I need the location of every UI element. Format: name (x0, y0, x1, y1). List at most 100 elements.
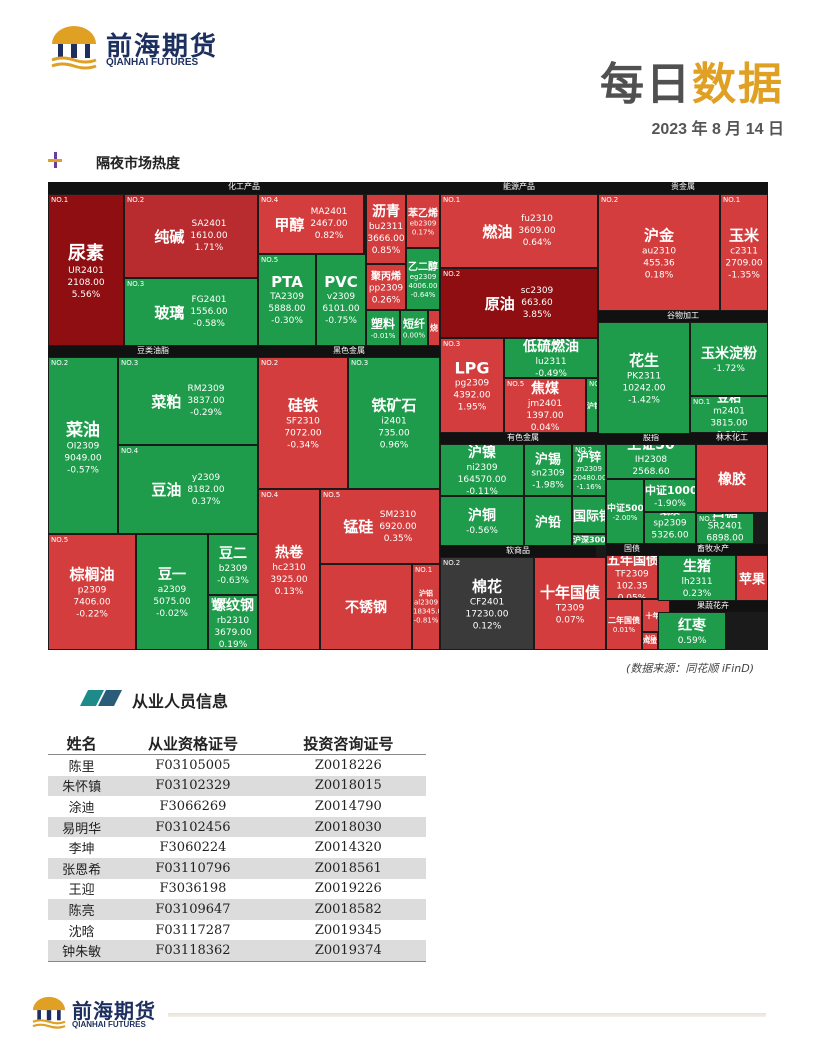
tile-price: 164570.00 (457, 475, 507, 485)
treemap-tile[interactable]: 塑料 -0.01% (366, 310, 400, 346)
treemap-tile[interactable]: 沪镍 ni2309 164570.00 -0.11% (440, 444, 524, 496)
tile-code: sc2309 (520, 286, 554, 296)
treemap-tile[interactable]: NO.1 豆粕 m2401 3815.00-0.88% (690, 396, 768, 433)
treemap-tile[interactable]: 国际铜 (572, 496, 606, 534)
treemap-tile[interactable]: 豆二 b2309 -0.63% (208, 534, 258, 595)
treemap-tile[interactable]: NO.2 沪锌 zn2309 20480.00 -1.16% (572, 444, 606, 496)
treemap-tile[interactable]: NO.1鸡蛋 (642, 632, 658, 650)
treemap-tile[interactable]: NO.2 沪金 au2310 455.36 0.18% (598, 194, 720, 311)
treemap-tile[interactable]: 短纤 0.00% (400, 310, 428, 346)
tile-name: 生猪 (683, 559, 711, 575)
tile-name: 白糖 (697, 514, 753, 520)
tile-chg: 0.64% (522, 238, 552, 248)
tile-rank: NO.1 (645, 634, 658, 642)
treemap-tile[interactable]: 聚丙烯 pp2309 0.26% (366, 264, 406, 310)
treemap-tile[interactable]: 沪深300 (572, 534, 606, 546)
tile-rank: NO.2 (51, 359, 69, 367)
treemap-tile[interactable]: 乙二醇 eg2309 4006.00 -0.64% (406, 248, 440, 310)
tile-price: 5888.00 (268, 304, 306, 314)
tile-code: IH2308 (634, 454, 668, 465)
treemap-tile[interactable]: NO.4 热卷 hc2310 3925.00 0.13% (258, 489, 320, 650)
treemap-tile[interactable]: NO.5 棕榈油 p2309 7406.00 -0.22% (48, 534, 136, 650)
tile-chg: -1.72% (713, 364, 745, 374)
treemap-tile[interactable]: NO.5 焦煤 jm2401 1397.00 0.04% (504, 378, 586, 433)
tile-price: 4392.00 (453, 390, 491, 400)
treemap-tile[interactable]: 沥青 bu2311 3666.00 0.85% (366, 194, 406, 264)
treemap-tile[interactable]: NO.4 甲醇 MA2401 2467.00 0.82% (258, 194, 364, 254)
qualification-number: F3066269 (115, 796, 271, 817)
qualification-number: F03109647 (115, 899, 271, 920)
tile-name: 菜粕 (151, 392, 182, 411)
treemap-tile[interactable]: NO.2 菜油 OI2309 9049.00 -0.57% (48, 357, 118, 534)
treemap-tile[interactable]: 沪铜 -0.56% (440, 496, 524, 546)
treemap-tile[interactable]: NO.1 沪银 (586, 378, 598, 433)
tile-price: 10242.00 (622, 383, 666, 394)
sector-label: 豆类油脂 (48, 346, 258, 357)
tile-chg: 0.37% (191, 496, 221, 507)
treemap-tile[interactable]: 中证1000 -1.90% (644, 479, 696, 512)
treemap-tile[interactable]: 中证500 -2.00% (606, 479, 644, 544)
tile-chg: 0.00% (402, 331, 426, 340)
treemap-tile[interactable]: 十年国债 T2309 0.07% (534, 557, 606, 650)
tile-chg: 5.56% (71, 290, 101, 300)
treemap-tile[interactable]: 红枣 0.59% (658, 612, 726, 650)
tile-name: 豆油 (151, 481, 182, 499)
treemap-tile[interactable]: 花生 PK2311 10242.00 -1.42% (598, 322, 690, 434)
tile-chg: 0.04% (530, 422, 560, 433)
treemap-tile[interactable]: 生猪 lh2311 0.23% (658, 555, 736, 601)
treemap-tile[interactable]: NO.1 燃油 fu2310 3609.00 0.64% (440, 194, 598, 268)
tile-rank: NO.3 (121, 359, 139, 367)
tile-rank: NO.2 (443, 270, 461, 278)
treemap-tile[interactable]: 橡胶 (696, 444, 768, 513)
sector-label: 贵金属 (598, 182, 768, 194)
tile-chg: -0.63% (217, 575, 249, 586)
treemap-tile[interactable]: NO.3 LPG pg2309 4392.00 1.95% (440, 338, 504, 433)
treemap-tile[interactable]: 烧 (428, 310, 440, 346)
treemap-tile[interactable]: 苹果 (736, 555, 768, 601)
treemap-tile[interactable]: 玉米淀粉 -1.72% (690, 322, 768, 396)
treemap-tile[interactable]: 沪铅 (524, 496, 572, 546)
consulting-number: Z0019374 (270, 940, 426, 962)
treemap-tile[interactable]: NO.4 豆油 y2309 8182.00 0.37% (118, 445, 258, 534)
treemap-tile[interactable]: 豆一 a2309 5075.00 -0.02% (136, 534, 208, 650)
treemap-tile[interactable]: NO.1 尿素 UR2401 2108.00 5.56% (48, 194, 124, 346)
treemap-tile[interactable]: NO.2 棉花 CF2401 17230.00 0.12% (440, 557, 534, 650)
qualification-number: F3036198 (115, 878, 271, 900)
treemap-tile[interactable]: 苯乙烯 eb2309 0.17% (406, 194, 440, 248)
treemap-tile[interactable]: NO.5 锰硅 SM2310 6920.00 0.35% (320, 489, 440, 564)
treemap-tile[interactable]: NO.2 纯碱 SA2401 1610.00 1.71% (124, 194, 258, 278)
treemap-tile[interactable]: NO.3 铁矿石 i2401 735.00 0.96% (348, 357, 440, 489)
tile-name: 十年国 (645, 611, 667, 620)
tile-rank: NO.5 (323, 491, 341, 499)
tile-price: 5326.00 (651, 530, 689, 541)
tile-rank: NO.1 (415, 566, 433, 574)
tile-chg: 0.59% (677, 636, 707, 646)
tile-price: 6101.00 (322, 304, 360, 314)
treemap-tile[interactable]: 不锈钢 (320, 564, 412, 650)
treemap-tile[interactable]: NO.1白糖SR24016898.000.00% (696, 513, 754, 544)
tile-rank: NO.3 (443, 340, 461, 348)
treemap-tile[interactable]: 低硫燃油 lu2311 -0.49% (504, 338, 598, 378)
treemap-tile[interactable]: NO.3 菜粕 RM2309 3837.00 -0.29% (118, 357, 258, 445)
tile-price: 3837.00 (187, 396, 225, 406)
treemap-tile[interactable]: 二年国债 0.01% (606, 599, 642, 650)
footer-logo: 前海期货 QIANHAI FUTURES (30, 995, 170, 1035)
treemap-tile[interactable]: NO.2 原油 sc2309 663.60 3.85% (440, 268, 598, 338)
report-title-part2: 数据 (692, 59, 784, 110)
treemap-tile[interactable]: NO.1 螺纹钢 rb2310 3679.00 0.19% (208, 595, 258, 650)
treemap-tile[interactable]: 五年国债 TF2309 102.35 0.05% (606, 555, 658, 599)
treemap-tile[interactable]: PVC v2309 6101.00 -0.75% (316, 254, 366, 346)
tile-price: 3609.00 (518, 226, 556, 236)
treemap-tile[interactable]: 沪锡 sn2309 -1.98% (524, 444, 572, 496)
consulting-number: Z0018582 (270, 899, 426, 920)
treemap-tile[interactable]: NO.1 玉米 c2311 2709.00 -1.35% (720, 194, 768, 311)
qualification-number: F3060224 (115, 837, 271, 858)
treemap-tile[interactable]: NO.5 PTA TA2309 5888.00 -0.30% (258, 254, 316, 346)
treemap-tile[interactable]: NO.3 玻璃 FG2401 1556.00 -0.58% (124, 278, 258, 346)
tile-code: TF2309 (615, 569, 649, 580)
sector-label: 黑色金属 (258, 346, 440, 357)
treemap-tile[interactable]: NO.2 硅铁 SF2310 7072.00 -0.34% (258, 357, 348, 489)
